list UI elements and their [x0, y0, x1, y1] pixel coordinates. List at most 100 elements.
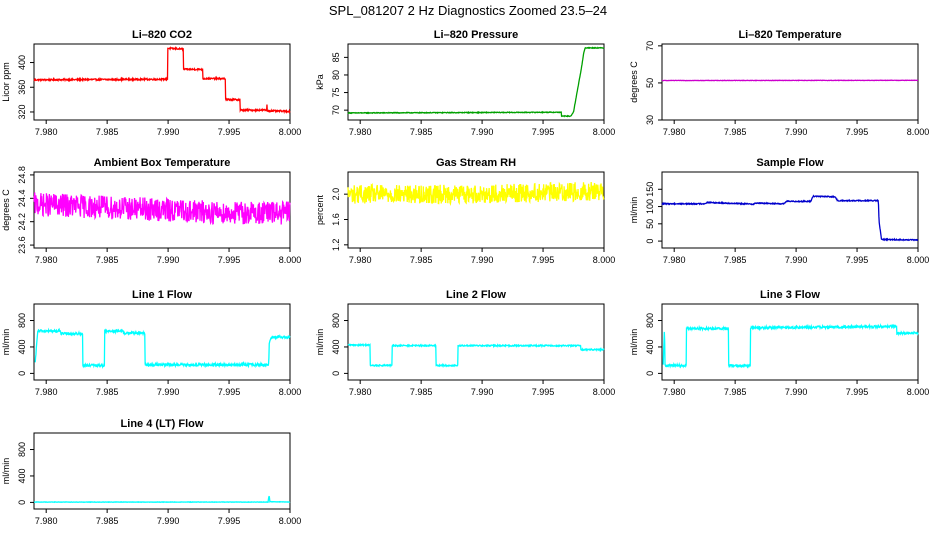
y-tick-label: 2.0: [331, 188, 341, 201]
y-tick-label: 800: [331, 313, 341, 328]
y-tick-label: 1.2: [331, 239, 341, 252]
x-tick-label: 7.995: [532, 127, 555, 137]
y-tick-label: 24.8: [17, 166, 27, 184]
x-tick-label: 7.990: [471, 387, 494, 397]
y-axis-label: ml/min: [315, 329, 325, 356]
y-tick-label: 0: [645, 371, 655, 376]
x-tick-label: 7.990: [157, 387, 180, 397]
x-tick-label: 7.980: [663, 387, 686, 397]
x-tick-label: 8.000: [907, 387, 930, 397]
y-tick-label: 24.2: [17, 213, 27, 231]
x-tick-label: 8.000: [593, 255, 616, 265]
plot-frame: [661, 303, 919, 381]
y-axis-label: ml/min: [1, 329, 11, 356]
x-tick-label: 7.985: [410, 387, 433, 397]
chart-panel: Li–820 Temperature degrees C 7.980 7.985 7.9…: [629, 29, 929, 137]
x-tick-label: 7.995: [218, 387, 241, 397]
x-tick-label: 8.000: [279, 516, 302, 526]
x-tick-label: 7.980: [663, 255, 686, 265]
panel-title: Ambient Box Temperature: [94, 157, 231, 169]
y-tick-label: 0: [17, 371, 27, 376]
x-tick-label: 7.985: [96, 387, 119, 397]
chart-panel: Line 4 (LT) Flow ml/min 7.980 7.985 7.990 7.9…: [1, 418, 301, 526]
y-tick-label: 800: [17, 313, 27, 328]
x-tick-label: 7.990: [157, 127, 180, 137]
x-tick-label: 7.990: [157, 516, 180, 526]
x-tick-label: 7.995: [846, 255, 869, 265]
series-line: [347, 181, 605, 206]
chart-panel: Sample Flow ml/min 7.980 7.985 7.990 7.995 8.0…: [629, 157, 929, 265]
x-tick-label: 7.995: [532, 255, 555, 265]
x-tick-label: 7.990: [785, 127, 808, 137]
x-tick-label: 7.985: [724, 255, 747, 265]
y-axis-label: Licor ppm: [1, 62, 11, 102]
x-tick-label: 7.990: [471, 127, 494, 137]
y-axis-label: ml/min: [629, 197, 639, 224]
x-tick-label: 7.995: [218, 516, 241, 526]
y-tick-label: 400: [645, 339, 655, 354]
x-tick-label: 7.985: [410, 255, 433, 265]
x-tick-label: 7.990: [785, 387, 808, 397]
x-tick-label: 7.980: [35, 516, 58, 526]
x-tick-label: 7.985: [724, 387, 747, 397]
panel-title: Gas Stream RH: [436, 157, 516, 169]
y-tick-label: 24.4: [17, 190, 27, 208]
y-tick-label: 50: [645, 78, 655, 88]
x-tick-label: 7.985: [96, 516, 119, 526]
series-line: [34, 327, 291, 370]
series-line: [347, 46, 605, 118]
x-tick-label: 7.990: [157, 255, 180, 265]
y-tick-label: 70: [645, 41, 655, 51]
y-axis-label: kPa: [315, 74, 325, 90]
x-tick-label: 7.995: [218, 255, 241, 265]
y-axis-label: ml/min: [629, 329, 639, 356]
panel-title: Sample Flow: [756, 157, 824, 169]
series-line: [347, 342, 605, 369]
x-tick-label: 7.995: [846, 127, 869, 137]
y-tick-label: 80: [331, 70, 341, 80]
y-axis-label: degrees C: [1, 189, 11, 231]
chart-panel: Ambient Box Temperature degrees C 7.980 7.9…: [1, 157, 301, 265]
series-line: [33, 192, 291, 226]
y-axis-label: ml/min: [1, 458, 11, 485]
y-tick-label: 0: [331, 371, 341, 376]
y-tick-label: 400: [17, 468, 27, 483]
y-tick-label: 50: [645, 219, 655, 229]
x-tick-label: 7.980: [663, 127, 686, 137]
panels: Li–820 CO2 Licor ppm 7.980 7.985 7.990 7.995 8…: [1, 29, 929, 526]
plot-frame: [661, 171, 919, 249]
y-tick-label: 30: [645, 115, 655, 125]
y-tick-label: 320: [17, 104, 27, 119]
x-tick-label: 8.000: [279, 127, 302, 137]
y-tick-label: 75: [331, 88, 341, 98]
x-tick-label: 8.000: [279, 255, 302, 265]
series-line: [33, 495, 291, 504]
x-tick-label: 7.995: [846, 387, 869, 397]
figure-title: SPL_081207 2 Hz Diagnostics Zoomed 23.5–…: [329, 3, 607, 18]
panel-title: Line 2 Flow: [446, 289, 506, 301]
plot-frame: [33, 303, 291, 381]
plot-frame: [33, 432, 291, 510]
x-tick-label: 8.000: [279, 387, 302, 397]
y-tick-label: 0: [17, 500, 27, 505]
x-tick-label: 7.980: [35, 387, 58, 397]
series-line: [661, 194, 919, 242]
series-line: [33, 46, 291, 115]
x-tick-label: 7.995: [218, 127, 241, 137]
y-tick-label: 400: [17, 339, 27, 354]
panel-title: Li–820 Temperature: [738, 29, 841, 41]
y-tick-label: 800: [17, 442, 27, 457]
x-tick-label: 7.985: [724, 127, 747, 137]
chart-panel: Li–820 Pressure kPa 7.980 7.985 7.990 7.995 8.…: [315, 29, 615, 137]
x-tick-label: 8.000: [593, 387, 616, 397]
y-tick-label: 400: [17, 55, 27, 70]
y-axis-label: degrees C: [629, 61, 639, 103]
x-tick-label: 7.990: [471, 255, 494, 265]
x-tick-label: 7.980: [349, 387, 372, 397]
y-tick-label: 23.6: [17, 236, 27, 254]
y-tick-label: 1.6: [331, 213, 341, 226]
x-tick-label: 8.000: [593, 127, 616, 137]
y-tick-label: 150: [645, 182, 655, 197]
x-tick-label: 7.985: [96, 127, 119, 137]
panel-title: Li–820 CO2: [132, 29, 192, 41]
